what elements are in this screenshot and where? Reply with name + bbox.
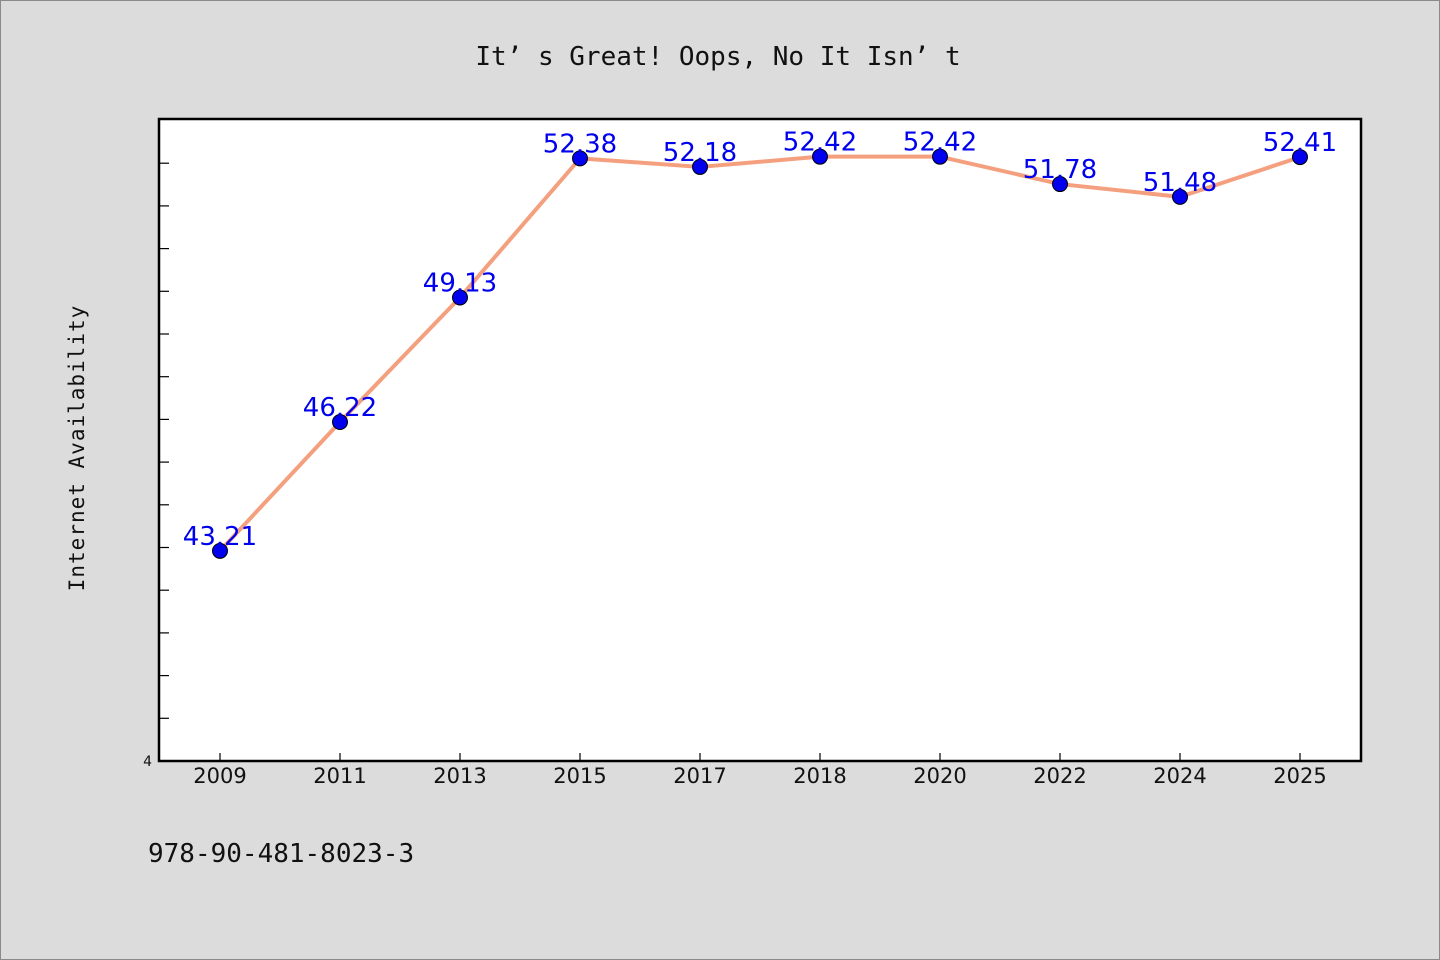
data-markers bbox=[212, 148, 1308, 559]
data-point-2020 bbox=[932, 148, 948, 165]
data-label-2025: 52.41 bbox=[1263, 128, 1337, 158]
data-point-2024 bbox=[1172, 188, 1188, 205]
data-point-2013 bbox=[452, 289, 468, 306]
x-tick-label-2025: 2025 bbox=[1273, 764, 1326, 788]
x-tick-label-2015: 2015 bbox=[553, 764, 606, 788]
y-axis-ticks bbox=[159, 162, 169, 762]
x-tick-label-2018: 2018 bbox=[793, 764, 846, 788]
data-label-2013: 49.13 bbox=[423, 268, 497, 298]
x-tick-label-2009: 2009 bbox=[193, 764, 246, 788]
data-label-2011: 46.22 bbox=[303, 393, 377, 423]
x-tick-label-2022: 2022 bbox=[1033, 764, 1086, 788]
x-tick-label-2013: 2013 bbox=[433, 764, 486, 788]
data-point-2009 bbox=[212, 542, 228, 559]
data-label-2018: 52.42 bbox=[783, 128, 857, 158]
x-tick-labels: 2009 2011 2013 2015 2017 2018 2020 2022 2024 2025 bbox=[193, 764, 1326, 788]
x-tick-label-2024: 2024 bbox=[1153, 764, 1206, 788]
plot-area bbox=[157, 117, 1363, 763]
y-tick-label: 4 bbox=[143, 754, 152, 770]
x-tick-label-2017: 2017 bbox=[673, 764, 726, 788]
data-label-2020: 52.42 bbox=[903, 128, 977, 158]
data-point-2017 bbox=[692, 158, 708, 175]
data-label-2022: 51.78 bbox=[1023, 155, 1097, 185]
data-label-2024: 51.48 bbox=[1143, 168, 1217, 198]
x-tick-label-2011: 2011 bbox=[313, 764, 366, 788]
data-label-2015: 52.38 bbox=[543, 129, 617, 159]
data-point-2015 bbox=[572, 150, 588, 167]
series-line bbox=[218, 154, 1301, 553]
data-point-2011 bbox=[332, 414, 348, 431]
chart-title: It’ s Great! Oops, No It Isn’ t bbox=[475, 42, 960, 72]
data-point-2018 bbox=[812, 148, 828, 165]
y-axis-label: Internet Availability bbox=[65, 305, 89, 592]
data-labels: 43.21 46.22 49.13 52.38 52.18 52.42 52.42 51.78… bbox=[183, 128, 1337, 552]
x-axis-ticks bbox=[219, 753, 1301, 761]
data-point-2025 bbox=[1292, 149, 1308, 166]
isbn-footer: 978-90-481-8023-3 bbox=[148, 839, 414, 869]
data-point-2022 bbox=[1052, 176, 1068, 193]
data-label-2009: 43.21 bbox=[183, 522, 257, 552]
data-label-2017: 52.18 bbox=[663, 138, 737, 168]
x-tick-label-2020: 2020 bbox=[913, 764, 966, 788]
